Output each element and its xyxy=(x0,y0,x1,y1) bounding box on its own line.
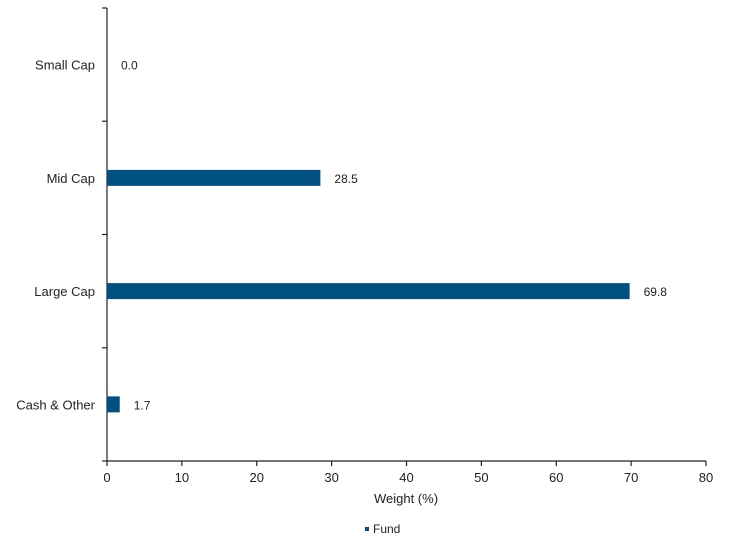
x-tick-label: 0 xyxy=(103,470,110,485)
x-tick-label: 10 xyxy=(175,470,189,485)
data-label: 1.7 xyxy=(134,398,151,412)
category-label: Small Cap xyxy=(35,58,95,73)
legend-label-fund: Fund xyxy=(373,522,400,536)
data-label: 28.5 xyxy=(334,172,358,186)
category-label: Large Cap xyxy=(34,284,95,299)
data-label: 69.8 xyxy=(644,285,668,299)
x-tick-label: 80 xyxy=(699,470,713,485)
x-tick-label: 50 xyxy=(474,470,488,485)
data-label: 0.0 xyxy=(121,59,138,73)
x-axis-title: Weight (%) xyxy=(374,491,438,506)
category-label: Mid Cap xyxy=(47,171,95,186)
x-ticks: 0 10 20 30 40 50 60 70 80 xyxy=(103,461,713,485)
bar xyxy=(107,283,630,300)
x-tick-label: 30 xyxy=(324,470,338,485)
category-labels: Small Cap Mid Cap Large Cap Cash & Other xyxy=(16,58,95,413)
x-tick-label: 40 xyxy=(399,470,413,485)
x-tick-label: 20 xyxy=(250,470,264,485)
x-tick-label: 70 xyxy=(624,470,638,485)
bar xyxy=(107,396,120,413)
bar xyxy=(107,169,321,186)
bars xyxy=(107,169,630,413)
x-tick-label: 60 xyxy=(549,470,563,485)
legend-swatch-fund xyxy=(365,527,369,531)
data-labels: 0.0 28.5 69.8 1.7 xyxy=(121,59,667,413)
legend: Fund xyxy=(365,522,400,536)
category-label: Cash & Other xyxy=(16,397,95,412)
axes xyxy=(102,7,706,462)
